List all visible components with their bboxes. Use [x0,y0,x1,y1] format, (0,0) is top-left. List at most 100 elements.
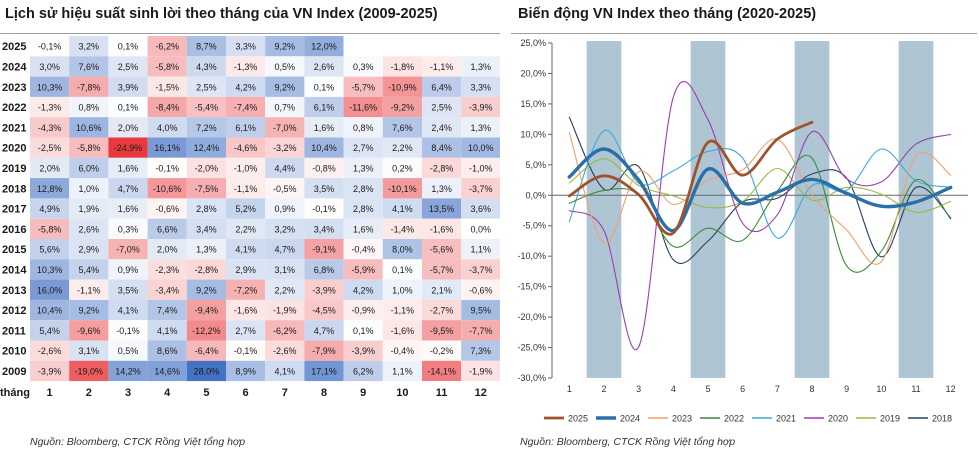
heatmap-cell [108,76,148,97]
heatmap-cell-value: -1,6% [391,326,415,336]
heatmap-cell [422,360,462,382]
heatmap-cell [422,299,462,321]
heatmap-cell-value: 28,0% [194,366,220,376]
series-line-2024 [567,147,953,233]
heatmap-cell-value: -5,7% [430,265,454,275]
heatmap-row-label: 2014 [2,264,27,276]
heatmap-cell-value: 3,4% [314,224,335,234]
heatmap-cell-value: -1,6% [234,306,258,316]
heatmap-cell-value: 6,4% [431,82,452,92]
heatmap-cell [304,178,344,199]
heatmap-cell-value: -0,4% [351,245,375,255]
heatmap-cell [226,320,266,341]
heatmap-cell-value: -5,8% [38,224,62,234]
heatmap-cell-value: 2,4% [431,123,452,133]
heatmap-cell [265,137,305,158]
heatmap-cell-value: -4,6% [234,143,258,153]
heatmap-cell-value: 0,3% [118,224,139,234]
heatmap-cell-value: 7,4% [157,306,178,316]
heatmap-cell [30,360,70,382]
heatmap-cell [226,96,266,118]
heatmap-cell [461,137,500,158]
heatmap-cell-value: 2,6% [314,62,335,72]
legend-label: 2024 [620,414,640,424]
heatmap-cell [30,198,70,219]
heatmap-cell-value: 1,3% [353,163,374,173]
heatmap-cell [382,340,422,361]
divider [511,33,977,34]
heatmap-cell-value: 6,1% [314,103,335,113]
heatmap-cell [226,178,266,199]
heatmap-cell [304,137,344,158]
heatmap-cell [108,218,148,239]
heatmap-row-label: 2019 [2,163,26,175]
heatmap-cell-value: 0,9% [118,265,139,275]
heatmap-cell [265,340,305,361]
series-line-2020 [568,80,952,351]
heatmap-cell [147,198,187,219]
heatmap-cell [343,218,383,239]
heatmap-cell [226,360,266,382]
heatmap-cell-value: 13,5% [429,204,455,214]
heatmap-cell [382,157,422,179]
heatmap-cell-value: 1,6% [118,163,139,173]
heatmap-cell [226,279,266,300]
heatmap-cell-value: 17,1% [311,366,337,376]
heatmap-cell-value: 2,6% [79,224,100,234]
heatmap-cell [186,320,226,341]
heatmap-cell-value: 10,6% [76,123,102,133]
heatmap-row-label: 2020 [2,143,26,155]
heatmap-cell-value: 3,5% [118,285,139,295]
heatmap-cell [226,198,266,219]
heatmap-cell-value: -3,7% [469,265,493,275]
heatmap-row-label: 2012 [2,305,26,317]
heatmap-row-label: 2022 [2,102,26,114]
heatmap-cell [343,137,383,158]
heatmap-cell-value: 1,1% [471,245,492,255]
heatmap-cell [422,157,462,179]
heatmap-cell [422,96,462,118]
heatmap-cell-value: -9,2% [391,103,415,113]
heatmap-cell-value: 4,3% [196,62,217,72]
heatmap-cell-value: 16,1% [154,143,180,153]
heatmap-cell [186,360,226,382]
heatmap-cell [304,340,344,361]
heatmap-column-label: 2 [86,387,92,399]
heatmap-row-label: 2018 [2,183,26,195]
heatmap-cell [147,56,187,77]
heatmap-cell [108,36,148,57]
heatmap-cell [30,56,70,77]
heatmap-cell-value: 6,6% [157,224,178,234]
heatmap-cell-value: -2,6% [38,346,62,356]
heatmap-cell [343,360,383,382]
heatmap-cell [226,259,266,280]
heatmap-cell-value: -2,3% [155,265,179,275]
heatmap-cell-value: 2,2% [235,224,256,234]
heatmap-cell [108,178,148,199]
heatmap-cell [186,56,226,77]
heatmap-cell [69,117,109,138]
heatmap-cell-value: -2,0% [195,163,219,173]
heatmap-row-label: 2025 [2,41,26,53]
heatmap-cell [186,198,226,219]
heatmap-cell [461,157,500,179]
heatmap-cell [186,239,226,260]
heatmap-cell-value: 4,1% [275,366,296,376]
heatmap-cell-value: 14,6% [154,366,180,376]
heatmap-cell [422,279,462,300]
heatmap-cell [108,96,148,118]
y-tick-label: -25,0% [517,343,546,353]
heatmap-cell [343,279,383,300]
heatmap-cell-value: 0,7% [275,103,296,113]
heatmap-cell [108,56,148,77]
heatmap-cell-value: 3,2% [275,224,296,234]
x-tick-label: 5 [705,384,710,394]
heatmap-cell [30,340,70,361]
heatmap-cell [265,259,305,280]
heatmap-cell-value: -19,0% [75,366,104,376]
heatmap-cell [382,137,422,158]
heatmap-cell [265,198,305,219]
heatmap-cell [461,198,500,219]
heatmap-cell [304,320,344,341]
heatmap-cell-value: 2,9% [79,245,100,255]
